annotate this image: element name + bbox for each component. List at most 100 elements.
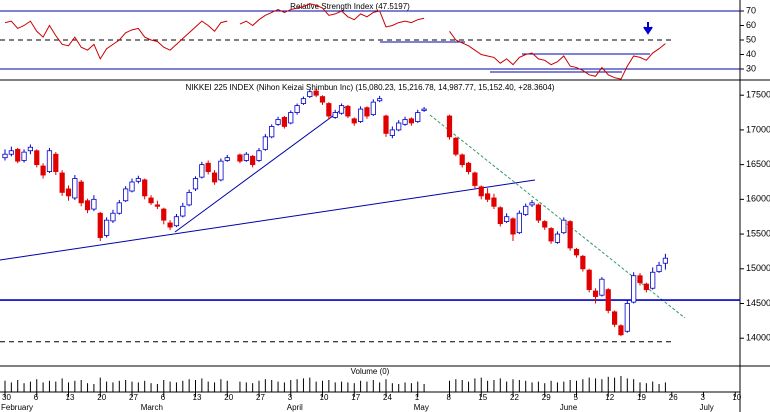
candle-body — [135, 178, 141, 182]
candle-body — [510, 218, 516, 235]
x-tick-label: 30 — [2, 393, 11, 402]
candle-body — [345, 105, 351, 117]
candle-body — [21, 151, 27, 161]
y-tick-label: 15000 — [746, 263, 770, 273]
x-tick-label: 17 — [351, 393, 360, 402]
candle-body — [332, 112, 338, 118]
candle-body — [586, 269, 592, 291]
candle-body — [72, 178, 78, 199]
candle-body — [97, 212, 103, 238]
candle-body — [478, 186, 484, 197]
candle-body — [84, 200, 91, 211]
candle-body — [662, 257, 669, 264]
candle-body — [104, 219, 110, 236]
candle-body — [237, 154, 243, 162]
candle-body — [78, 181, 84, 204]
candle-body — [27, 146, 34, 152]
x-tick-label: 6 — [161, 393, 166, 402]
candle-body — [612, 311, 618, 325]
candle-body — [243, 153, 249, 161]
candle-body — [53, 153, 59, 172]
candle-body — [446, 115, 453, 138]
candle-body — [377, 98, 383, 102]
y-tick-label: 16000 — [746, 194, 770, 204]
y-tick-label: 17500 — [746, 90, 770, 100]
y-tick-label: 17000 — [746, 124, 770, 134]
candle-body — [148, 197, 154, 204]
candle-body — [497, 207, 503, 225]
candle-body — [40, 165, 46, 176]
x-tick-label: 13 — [66, 393, 75, 402]
candle-body — [383, 115, 389, 134]
candle-body — [535, 204, 542, 221]
candle-body — [415, 112, 421, 122]
x-tick-label: 10 — [732, 393, 741, 402]
x-tick-label: 20 — [224, 393, 233, 402]
candle-body — [15, 148, 21, 162]
candle-body — [262, 136, 268, 150]
candle-body — [167, 222, 173, 228]
candle-body — [408, 118, 415, 124]
candle-body — [91, 198, 97, 210]
candle-body — [624, 303, 630, 332]
candle-body — [313, 90, 319, 96]
candle-body — [224, 157, 230, 161]
candle-body — [491, 197, 497, 207]
candle-body — [65, 188, 72, 197]
y-tick-label: 14000 — [746, 333, 770, 343]
candle-body — [269, 126, 275, 138]
x-tick-label: 1 — [415, 393, 420, 402]
candle-body — [161, 208, 167, 221]
candle-body — [605, 289, 611, 311]
candle-body — [300, 98, 307, 104]
candle-body — [357, 108, 364, 122]
x-tick-label: 27 — [256, 393, 265, 402]
candle-body — [34, 150, 40, 166]
candle-body — [643, 283, 649, 291]
y-tick-label: 30 — [746, 63, 756, 73]
candle-body — [256, 150, 262, 161]
rsi-title: Relative Strength Index (47.5197) — [290, 2, 410, 11]
candle-body — [307, 91, 313, 97]
candle-body — [123, 188, 129, 202]
x-tick-label: 26 — [669, 393, 678, 402]
candle-body — [192, 178, 199, 190]
x-tick-label: 22 — [510, 393, 519, 402]
month-label: May — [414, 403, 429, 412]
candle-body — [459, 154, 465, 166]
candle-body — [465, 162, 472, 172]
candle-body — [275, 119, 281, 125]
candle-body — [180, 205, 186, 217]
trendline — [429, 114, 686, 319]
candle-body — [8, 150, 14, 155]
candle-body — [650, 271, 656, 289]
y-tick-label: 50 — [746, 34, 756, 44]
candle-body — [46, 150, 53, 172]
y-tick-label: 60 — [746, 20, 756, 30]
candle-body — [523, 205, 529, 216]
candle-body — [529, 202, 535, 206]
x-tick-label: 24 — [383, 393, 392, 402]
candle-body — [294, 105, 300, 113]
candle-body — [472, 172, 478, 186]
candle-body — [319, 96, 326, 103]
x-tick-label: 10 — [320, 393, 329, 402]
y-tick-label: 14500 — [746, 298, 770, 308]
candle-body — [186, 192, 192, 206]
candle-body — [567, 221, 573, 249]
y-tick-label: 40 — [746, 49, 756, 59]
x-tick-label: 29 — [542, 393, 551, 402]
candle-body — [338, 105, 345, 114]
candle-body — [250, 155, 256, 166]
candle-body — [110, 212, 116, 222]
arrow — [643, 22, 653, 35]
month-label: March — [141, 403, 163, 412]
x-tick-label: 27 — [129, 393, 138, 402]
candle-body — [504, 216, 510, 222]
candle-body — [288, 112, 294, 124]
trendline — [174, 106, 346, 233]
candle-body — [631, 275, 637, 303]
